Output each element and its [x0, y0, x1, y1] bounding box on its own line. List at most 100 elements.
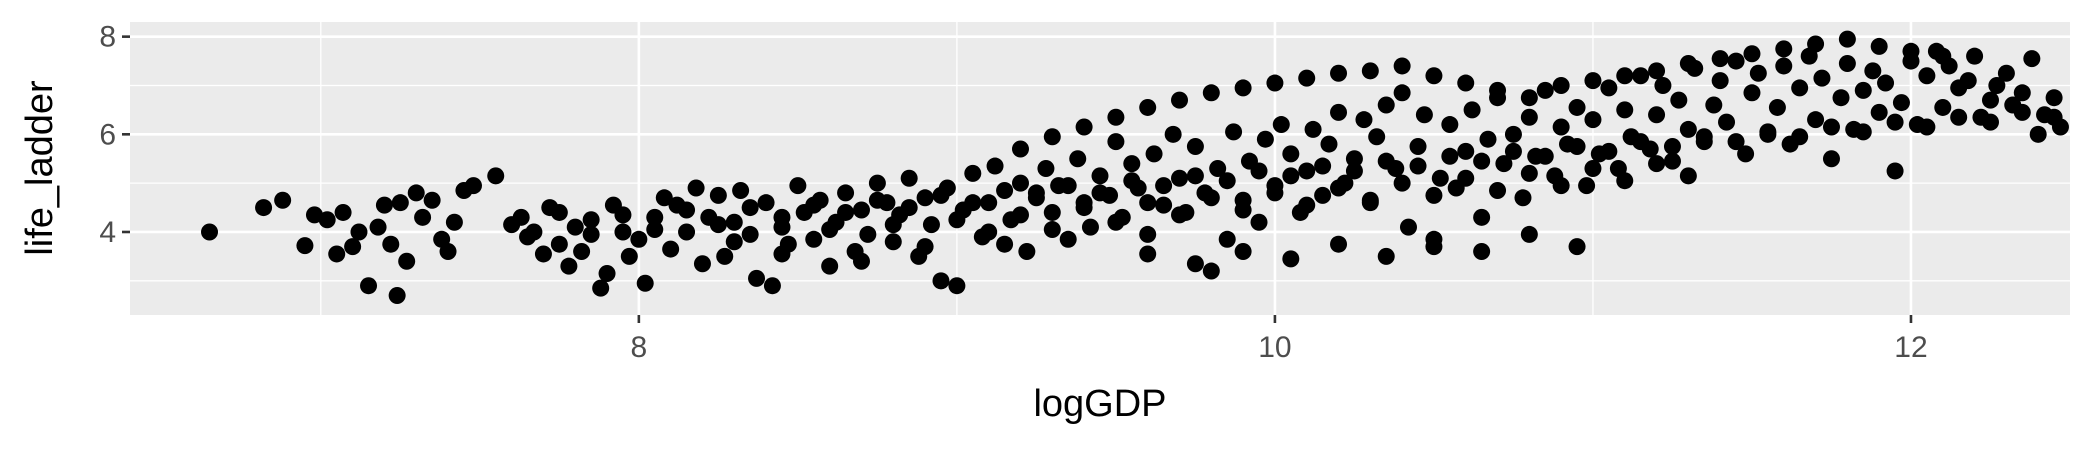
x-axis-title: logGDP — [1033, 383, 1166, 425]
data-point — [2045, 108, 2063, 126]
data-point — [1107, 213, 1125, 231]
data-point — [1298, 69, 1316, 87]
data-point — [1256, 130, 1274, 148]
data-point — [1648, 155, 1666, 173]
data-point — [274, 191, 292, 209]
data-point — [375, 196, 393, 214]
data-point — [884, 216, 902, 234]
data-point — [1218, 230, 1236, 248]
data-point — [1768, 98, 1786, 116]
data-point — [1202, 189, 1220, 207]
data-point — [1584, 72, 1602, 90]
data-point — [1250, 213, 1268, 231]
data-point — [1663, 152, 1681, 170]
data-point — [763, 277, 781, 295]
data-point — [1330, 64, 1348, 82]
data-point — [566, 218, 584, 236]
data-point — [1854, 123, 1872, 141]
data-point — [1250, 162, 1268, 180]
data-point — [1997, 64, 2015, 82]
data-point — [1069, 150, 1087, 168]
data-point — [932, 272, 950, 290]
data-point — [560, 257, 578, 275]
data-point — [1139, 225, 1157, 243]
data-point — [328, 245, 346, 263]
data-point — [1966, 47, 1984, 65]
data-point — [1981, 91, 1999, 109]
data-point — [725, 213, 743, 231]
data-point — [964, 164, 982, 182]
data-point — [1377, 152, 1395, 170]
data-point — [1415, 106, 1433, 124]
data-point — [1393, 174, 1411, 192]
data-point — [1489, 81, 1507, 99]
data-point — [1950, 108, 1968, 126]
data-point — [487, 167, 505, 185]
data-point — [1425, 230, 1443, 248]
data-point — [1616, 101, 1634, 119]
data-point — [932, 186, 950, 204]
data-point — [573, 243, 591, 261]
data-point — [1171, 206, 1189, 224]
grid-major — [130, 22, 2070, 315]
data-point — [519, 228, 537, 246]
data-point — [1399, 218, 1417, 236]
data-point — [1934, 47, 1952, 65]
data-point — [1457, 142, 1475, 160]
data-point — [773, 245, 791, 263]
x-tick-label: 12 — [1894, 331, 1927, 364]
data-point — [1568, 98, 1586, 116]
data-point — [821, 257, 839, 275]
data-point — [350, 223, 368, 241]
data-point — [1473, 243, 1491, 261]
data-point — [1988, 76, 2006, 94]
data-point — [445, 213, 463, 231]
data-point — [1091, 167, 1109, 185]
data-point — [1355, 111, 1373, 129]
data-point — [1711, 72, 1729, 90]
data-point — [1409, 157, 1427, 175]
data-point — [1552, 118, 1570, 136]
data-point — [1514, 189, 1532, 207]
data-point — [414, 208, 432, 226]
data-point — [1314, 157, 1332, 175]
data-point — [1011, 174, 1029, 192]
data-point — [1171, 169, 1189, 187]
data-point — [1409, 138, 1427, 156]
data-point — [1457, 74, 1475, 92]
data-point — [614, 206, 632, 224]
data-point — [296, 237, 314, 255]
data-point — [1202, 84, 1220, 102]
data-point — [630, 230, 648, 248]
data-point — [1520, 225, 1538, 243]
data-point — [201, 223, 219, 241]
data-point — [1854, 81, 1872, 99]
x-tick-label: 10 — [1258, 331, 1291, 364]
data-point — [1123, 155, 1141, 173]
data-point — [1775, 57, 1793, 75]
data-point — [662, 240, 680, 258]
data-point — [1578, 177, 1596, 195]
data-point — [805, 196, 823, 214]
data-point — [255, 199, 273, 217]
data-point — [741, 199, 759, 217]
data-point — [1670, 91, 1688, 109]
data-point — [1473, 208, 1491, 226]
data-point — [2023, 50, 2041, 68]
data-point — [382, 235, 400, 253]
data-point — [1011, 206, 1029, 224]
data-point — [1600, 142, 1618, 160]
data-point — [1536, 81, 1554, 99]
data-point — [1520, 164, 1538, 182]
data-point — [922, 216, 940, 234]
data-point — [693, 255, 711, 273]
data-point — [1918, 118, 1936, 136]
data-point — [2029, 125, 2047, 143]
data-point — [1775, 40, 1793, 58]
data-point — [1870, 103, 1888, 121]
data-point — [1037, 160, 1055, 177]
data-point — [1425, 186, 1443, 204]
data-point — [388, 286, 406, 304]
data-point — [1431, 169, 1449, 187]
data-point — [550, 203, 568, 221]
